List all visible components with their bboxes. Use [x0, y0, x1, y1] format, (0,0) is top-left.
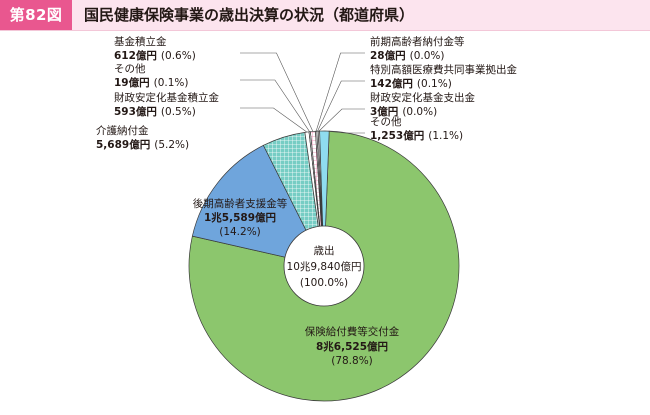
label-zenki-value-percent: 28億円 (0.0%) [370, 49, 445, 62]
label-kaigo-value-percent: 5,689億円 (5.2%) [96, 138, 189, 151]
leader-line [240, 79, 310, 132]
label-kaigo-name: 介護納付金 [96, 124, 149, 137]
label-tokubetsu-value-percent: 142億円 (0.1%) [370, 77, 452, 90]
label-hoken-name: 保険給付費等交付金 [305, 325, 400, 338]
leader-line [315, 52, 365, 132]
figure-title: 国民健康保険事業の歳出決算の状況（都道府県） [84, 6, 415, 24]
leader-line [240, 52, 314, 132]
leader-line [318, 108, 365, 132]
label-sonota-right-name: その他 [370, 115, 402, 128]
label-kouki-name: 後期高齢者支援金等 [193, 197, 288, 210]
label-zenki-name: 前期高齢者納付金等 [370, 35, 465, 48]
center-label-percent: (100.0%) [300, 277, 348, 289]
label-kouki-value: 1兆5,589億円 [204, 211, 276, 224]
leader-line [240, 107, 308, 133]
center-label-title: 歳出 [314, 244, 335, 257]
label-kikin-name: 基金積立金 [114, 35, 167, 48]
label-kikin-value-percent: 612億円 (0.6%) [114, 49, 196, 62]
label-zaisei-shishutsu-name: 財政安定化基金支出金 [370, 91, 475, 104]
pie-slice [191, 144, 325, 267]
label-zaisei-tsumitate-name: 財政安定化基金積立金 [114, 91, 219, 104]
label-hoken-percent: (78.8%) [331, 355, 373, 367]
label-sonota-right-value-percent: 1,253億円 (1.1%) [370, 129, 463, 142]
center-circle [283, 225, 365, 307]
label-sonota-left-name: その他 [114, 62, 146, 75]
label-tokubetsu-name: 特別高額医療費共同事業拠出金 [370, 63, 517, 76]
leader-lines [240, 52, 365, 134]
label-hoken-value: 8兆6,525億円 [316, 340, 388, 353]
label-zaisei-tsumitate-value-percent: 593億円 (0.5%) [114, 105, 196, 118]
figure-header: 第82図 国民健康保険事業の歳出決算の状況（都道府県） [0, 0, 650, 31]
label-kouki-percent: (14.2%) [219, 226, 261, 238]
center-label-total: 10兆9,840億円 [287, 260, 362, 273]
figure-number: 第82図 [0, 0, 72, 30]
label-sonota-left-value-percent: 19億円 (0.1%) [114, 76, 189, 89]
leader-line [317, 80, 365, 132]
leader-line [324, 130, 365, 134]
label-zaisei-shishutsu-value-percent: 3億円 (0.0%) [370, 105, 437, 118]
